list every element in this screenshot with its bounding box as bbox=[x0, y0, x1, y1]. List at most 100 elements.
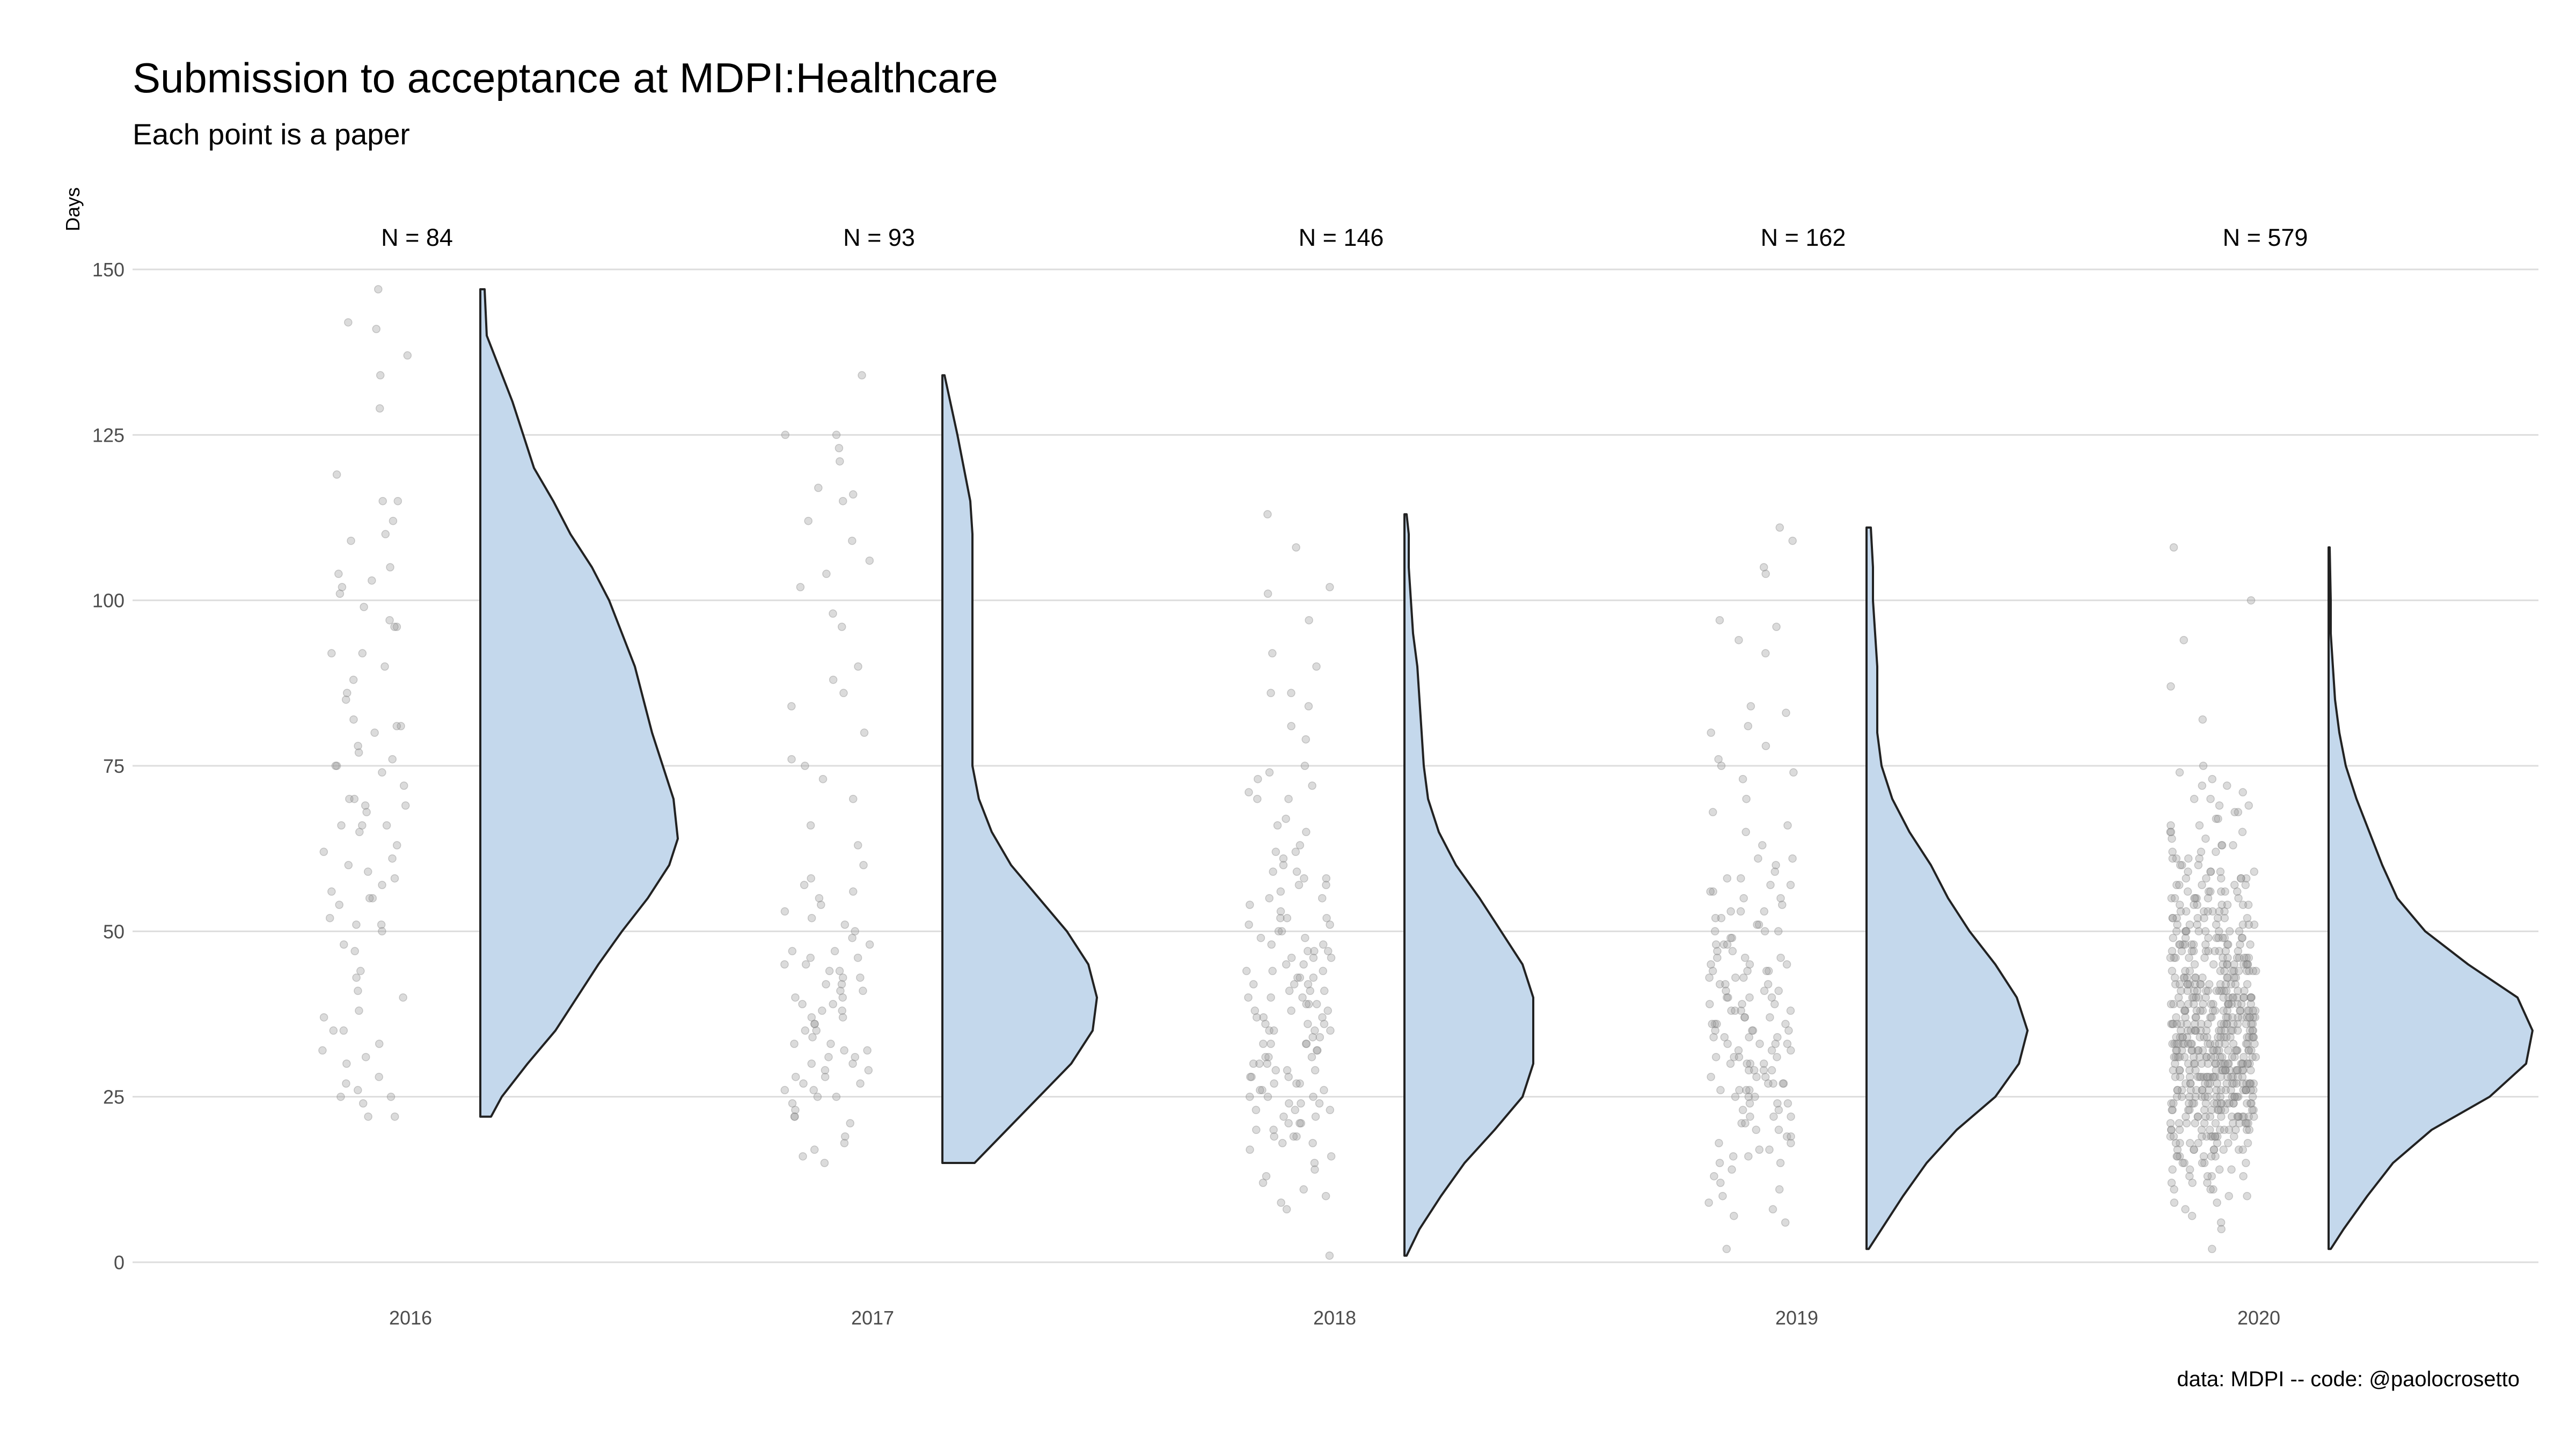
data-point bbox=[1786, 881, 1795, 889]
data-point bbox=[840, 1139, 849, 1147]
data-point bbox=[2246, 1079, 2255, 1088]
data-point bbox=[392, 722, 401, 730]
data-point bbox=[2237, 1013, 2246, 1022]
data-point bbox=[2231, 1125, 2240, 1135]
data-point bbox=[2221, 980, 2230, 989]
data-point bbox=[1283, 1066, 1292, 1075]
data-point bbox=[2219, 953, 2227, 962]
data-point bbox=[1726, 1059, 1735, 1068]
data-point bbox=[1282, 960, 1291, 969]
violins-layer bbox=[479, 288, 2534, 1257]
data-point bbox=[2204, 1079, 2213, 1088]
data-point bbox=[2213, 1099, 2221, 1108]
data-point bbox=[2211, 947, 2219, 956]
data-point bbox=[2172, 1033, 2180, 1042]
data-point bbox=[2196, 1072, 2204, 1081]
data-point bbox=[2240, 986, 2249, 996]
data-point bbox=[1278, 1139, 1287, 1147]
data-point bbox=[1311, 1112, 1320, 1121]
data-point bbox=[2186, 1139, 2194, 1147]
data-point bbox=[2213, 913, 2222, 923]
data-point bbox=[1253, 794, 1262, 803]
data-point bbox=[2223, 960, 2231, 969]
data-point bbox=[2204, 947, 2213, 956]
data-point bbox=[344, 861, 353, 869]
data-point bbox=[401, 801, 410, 810]
data-point bbox=[2239, 1172, 2248, 1181]
data-point bbox=[2189, 947, 2198, 956]
data-point bbox=[1304, 702, 1313, 711]
data-point bbox=[1711, 1026, 1719, 1035]
data-point bbox=[2194, 861, 2203, 869]
data-point bbox=[2214, 1033, 2222, 1042]
data-point bbox=[865, 556, 874, 565]
data-point bbox=[1759, 1059, 1768, 1068]
data-point bbox=[2197, 1072, 2206, 1081]
data-point bbox=[1772, 623, 1781, 631]
data-point bbox=[2216, 1106, 2226, 1115]
data-point bbox=[809, 1086, 818, 1095]
data-point bbox=[2217, 1225, 2226, 1234]
y-tick-label: 100 bbox=[92, 590, 125, 612]
data-point bbox=[2176, 1033, 2185, 1042]
data-point bbox=[2202, 1132, 2211, 1141]
data-point bbox=[2225, 927, 2234, 936]
data-point bbox=[2184, 1000, 2193, 1008]
data-point bbox=[1722, 993, 1731, 1002]
data-point bbox=[2232, 1079, 2241, 1088]
data-point bbox=[2197, 1125, 2206, 1135]
data-point bbox=[2216, 1020, 2226, 1028]
data-point bbox=[2228, 1013, 2237, 1022]
data-point bbox=[2249, 1026, 2258, 1035]
data-point bbox=[2222, 1079, 2231, 1088]
data-point bbox=[1259, 1013, 1268, 1022]
data-point bbox=[2231, 1046, 2240, 1055]
data-point bbox=[1741, 1119, 1750, 1128]
data-point bbox=[2197, 1059, 2206, 1068]
data-point bbox=[2215, 1125, 2224, 1135]
data-point bbox=[2178, 1159, 2187, 1167]
data-point bbox=[2180, 1006, 2189, 1015]
data-point bbox=[2239, 1052, 2248, 1062]
data-point bbox=[854, 662, 862, 671]
data-point bbox=[1318, 1013, 1327, 1022]
data-point bbox=[2205, 980, 2214, 989]
data-point bbox=[1779, 1079, 1788, 1088]
data-point bbox=[2234, 808, 2243, 817]
data-point bbox=[821, 1066, 830, 1075]
data-point bbox=[2186, 1079, 2195, 1088]
data-point bbox=[390, 874, 399, 883]
data-point bbox=[1267, 993, 1275, 1002]
data-point bbox=[1710, 1172, 1718, 1181]
data-point bbox=[1271, 847, 1280, 857]
data-point bbox=[2209, 960, 2218, 969]
data-point bbox=[824, 1052, 833, 1062]
data-point bbox=[2230, 808, 2239, 817]
data-point bbox=[2188, 1046, 2197, 1055]
data-point bbox=[374, 285, 383, 294]
data-point bbox=[1744, 722, 1753, 730]
data-point bbox=[2198, 973, 2207, 982]
n-label: N = 146 bbox=[1299, 224, 1384, 251]
data-point bbox=[1287, 722, 1296, 730]
data-point bbox=[2234, 1112, 2243, 1121]
data-point bbox=[1775, 523, 1784, 532]
data-point bbox=[2229, 993, 2238, 1002]
data-point bbox=[2216, 1059, 2225, 1068]
data-point bbox=[2185, 1106, 2194, 1115]
data-point bbox=[2240, 1112, 2248, 1121]
data-point bbox=[1312, 1046, 1321, 1055]
data-point bbox=[1783, 1040, 1792, 1048]
data-point bbox=[2233, 1066, 2242, 1075]
data-point bbox=[2193, 986, 2202, 996]
data-point bbox=[325, 913, 334, 923]
data-point bbox=[1321, 1191, 1330, 1201]
data-point bbox=[1783, 821, 1792, 830]
data-point bbox=[319, 1013, 328, 1022]
chart-title: Submission to acceptance at MDPI:Healthc… bbox=[133, 54, 998, 101]
data-point bbox=[2189, 940, 2198, 949]
data-point bbox=[1297, 1099, 1305, 1108]
data-point bbox=[2218, 841, 2227, 850]
data-point bbox=[2222, 781, 2231, 790]
data-point bbox=[2248, 1106, 2257, 1115]
